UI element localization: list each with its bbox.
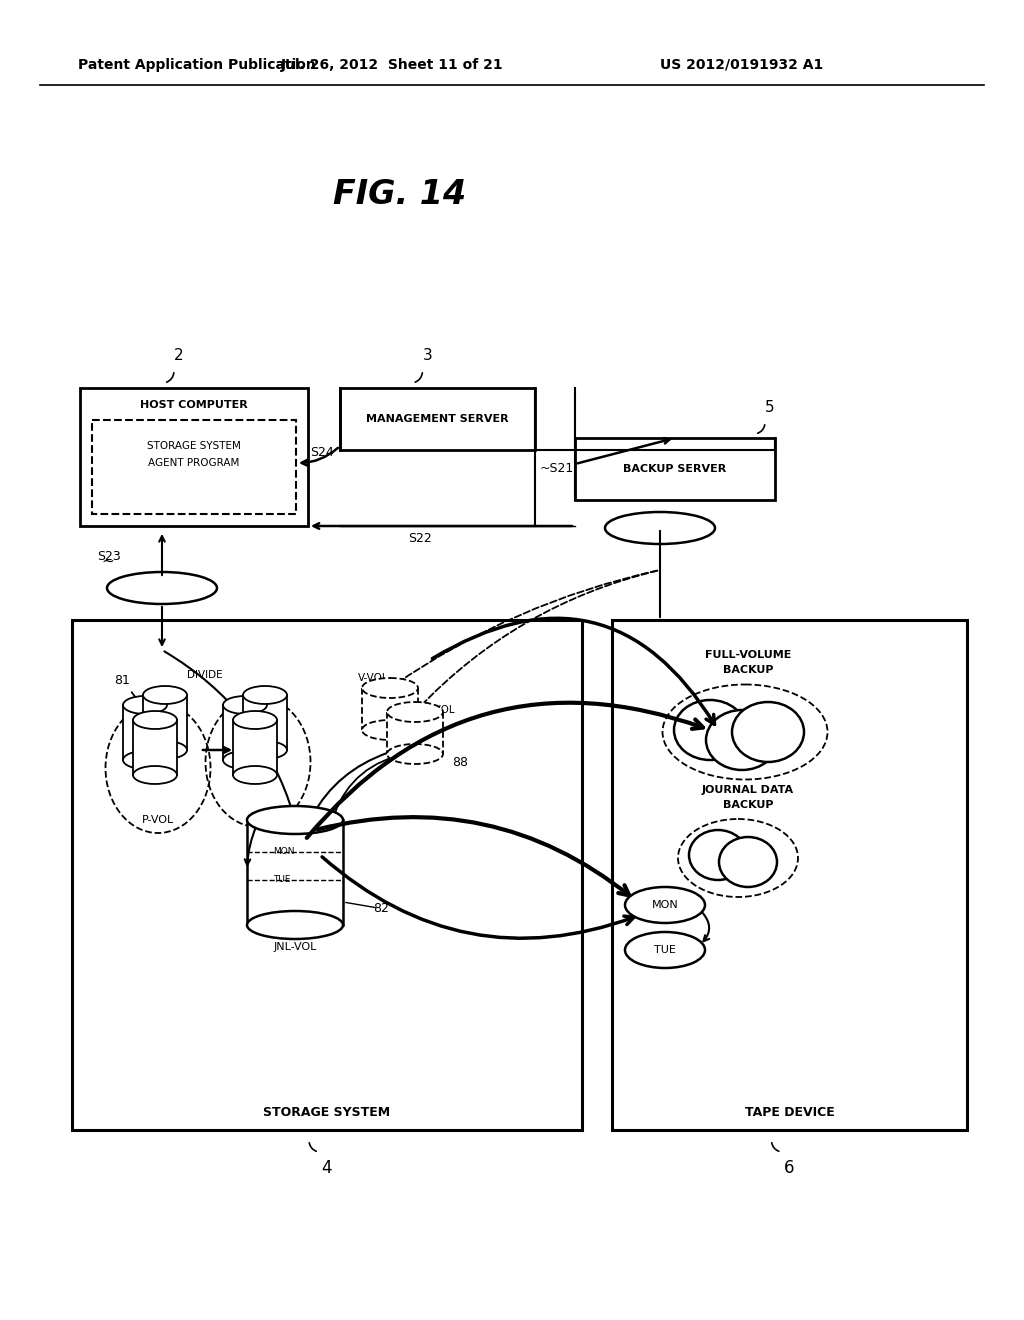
- Text: STORAGE SYSTEM: STORAGE SYSTEM: [147, 441, 241, 451]
- Text: TUE: TUE: [273, 875, 291, 884]
- Ellipse shape: [143, 686, 187, 704]
- Bar: [143, 696, 187, 750]
- Ellipse shape: [243, 741, 287, 759]
- Ellipse shape: [223, 696, 267, 714]
- Ellipse shape: [706, 710, 778, 770]
- Ellipse shape: [732, 702, 804, 762]
- Ellipse shape: [362, 678, 418, 698]
- Text: US 2012/0191932 A1: US 2012/0191932 A1: [660, 58, 823, 73]
- Text: TAPE DEVICE: TAPE DEVICE: [744, 1106, 835, 1118]
- Ellipse shape: [362, 719, 418, 741]
- Ellipse shape: [223, 751, 267, 770]
- Bar: [123, 705, 167, 760]
- Text: 88: 88: [452, 755, 468, 768]
- Text: 82: 82: [373, 902, 389, 915]
- Ellipse shape: [143, 741, 187, 759]
- Ellipse shape: [719, 837, 777, 887]
- Text: P-VOL: P-VOL: [142, 814, 174, 825]
- Text: TUE: TUE: [654, 945, 676, 954]
- Text: Patent Application Publication: Patent Application Publication: [78, 58, 315, 73]
- Text: V-VOL: V-VOL: [425, 705, 456, 715]
- Bar: [223, 705, 267, 760]
- Text: JNL-VOL: JNL-VOL: [273, 942, 316, 952]
- Text: MON: MON: [273, 847, 295, 857]
- Ellipse shape: [625, 932, 705, 968]
- Text: 4: 4: [322, 1159, 332, 1177]
- Text: FIG. 14: FIG. 14: [334, 178, 467, 211]
- Text: HOST COMPUTER: HOST COMPUTER: [140, 400, 248, 411]
- Text: BACKUP SERVER: BACKUP SERVER: [624, 465, 727, 474]
- Ellipse shape: [133, 711, 177, 729]
- Ellipse shape: [674, 700, 746, 760]
- Text: STORAGE SYSTEM: STORAGE SYSTEM: [263, 1106, 390, 1118]
- Bar: [247, 820, 343, 925]
- Bar: [612, 620, 967, 1130]
- Ellipse shape: [387, 702, 443, 722]
- Text: ~: ~: [101, 554, 115, 569]
- Ellipse shape: [247, 807, 343, 834]
- Text: S22: S22: [409, 532, 432, 544]
- Ellipse shape: [243, 686, 287, 704]
- Text: 5: 5: [765, 400, 775, 416]
- Bar: [92, 420, 296, 513]
- Text: S24: S24: [310, 446, 334, 459]
- Text: 2: 2: [174, 348, 184, 363]
- Text: DIVIDE: DIVIDE: [187, 671, 223, 680]
- Text: 6: 6: [784, 1159, 795, 1177]
- Ellipse shape: [605, 512, 715, 544]
- Ellipse shape: [106, 572, 217, 605]
- Ellipse shape: [233, 766, 278, 784]
- Text: BACKUP: BACKUP: [723, 665, 773, 675]
- Ellipse shape: [133, 766, 177, 784]
- Text: FULL-VOLUME: FULL-VOLUME: [705, 649, 792, 660]
- Text: ~S21: ~S21: [540, 462, 574, 474]
- Bar: [362, 688, 418, 730]
- Ellipse shape: [625, 887, 705, 923]
- Ellipse shape: [689, 830, 746, 880]
- Text: MON: MON: [651, 900, 678, 909]
- Text: 3: 3: [423, 348, 432, 363]
- Text: MANAGEMENT SERVER: MANAGEMENT SERVER: [367, 414, 509, 424]
- Text: JOURNAL DATA: JOURNAL DATA: [701, 785, 794, 795]
- Text: Jul. 26, 2012  Sheet 11 of 21: Jul. 26, 2012 Sheet 11 of 21: [281, 58, 504, 73]
- Text: BACKUP: BACKUP: [723, 800, 773, 810]
- Ellipse shape: [123, 696, 167, 714]
- Text: 81: 81: [114, 673, 130, 686]
- Bar: [72, 620, 582, 1130]
- Bar: [233, 719, 278, 775]
- Ellipse shape: [247, 911, 343, 939]
- Bar: [243, 696, 287, 750]
- Bar: [575, 438, 775, 500]
- Ellipse shape: [387, 744, 443, 764]
- Bar: [133, 719, 177, 775]
- Bar: [80, 388, 308, 525]
- Text: S23: S23: [97, 549, 121, 562]
- Bar: [340, 388, 535, 450]
- Bar: [387, 711, 443, 754]
- Ellipse shape: [123, 751, 167, 770]
- Text: V-VOL: V-VOL: [357, 673, 388, 682]
- Ellipse shape: [233, 711, 278, 729]
- Text: AGENT PROGRAM: AGENT PROGRAM: [148, 458, 240, 469]
